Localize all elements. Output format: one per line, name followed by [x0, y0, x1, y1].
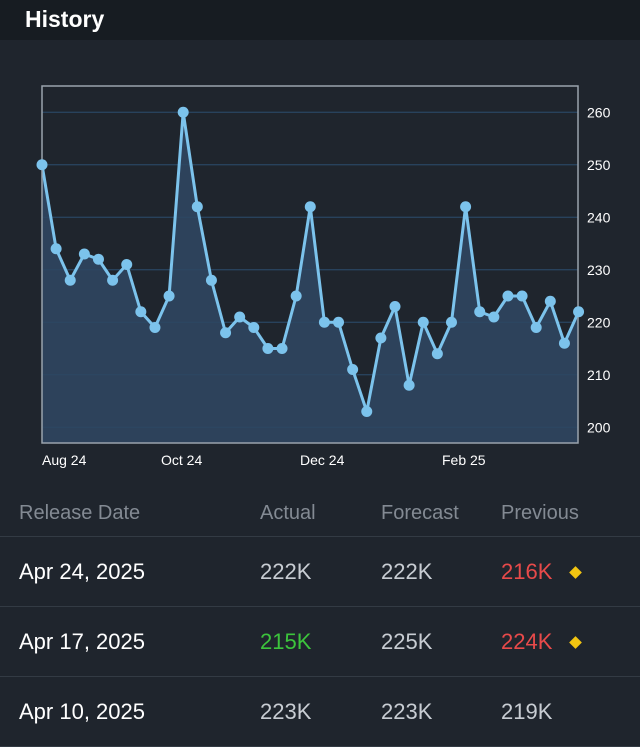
- actual-value: 223K: [260, 699, 312, 724]
- header-bar: History: [0, 0, 640, 40]
- previous-value: 219K: [501, 699, 553, 724]
- data-point: [107, 274, 119, 286]
- data-point: [530, 322, 542, 333]
- data-point: [304, 201, 316, 213]
- table-row[interactable]: Apr 17, 2025 215K 225K 224K: [0, 607, 640, 677]
- header-actual: Actual: [260, 502, 316, 524]
- actual-value: 215K: [260, 629, 312, 654]
- y-tick-label: 240: [587, 209, 611, 225]
- data-point: [431, 348, 443, 360]
- data-point: [488, 311, 500, 323]
- area-fill: [42, 112, 578, 443]
- data-point: [460, 201, 472, 213]
- data-point: [64, 274, 76, 286]
- table-header: Release Date Actual Forecast Previous: [0, 490, 640, 537]
- data-point: [403, 379, 415, 391]
- forecast-value: 222K: [381, 559, 433, 584]
- x-tick-label: Dec 24: [300, 452, 345, 468]
- data-point: [276, 343, 288, 354]
- plot-border: [41, 85, 579, 444]
- data-point: [78, 248, 90, 260]
- data-point: [417, 316, 429, 328]
- data-point: [558, 337, 570, 349]
- data-point: [502, 290, 514, 302]
- history-table: Release Date Actual Forecast Previous Ap…: [0, 490, 640, 747]
- data-point: [191, 201, 203, 213]
- data-point: [177, 106, 189, 118]
- x-tick-label: Oct 24: [161, 452, 202, 468]
- data-point: [149, 322, 161, 333]
- revised-diamond-icon: [569, 566, 582, 579]
- data-point: [248, 322, 260, 333]
- x-tick-label: Feb 25: [442, 452, 486, 468]
- data-point: [544, 295, 556, 307]
- data-point: [262, 343, 274, 354]
- y-tick-label: 250: [587, 157, 611, 173]
- chart-svg: 200 210 220 230 240 250 260 Aug 24 Oct 24 Dec 24 F…: [36, 85, 611, 468]
- header-release-date: Release Date: [19, 502, 141, 524]
- y-tick-label: 210: [587, 367, 611, 383]
- table-row[interactable]: Apr 24, 2025 222K 222K 216K: [0, 537, 640, 607]
- data-point: [205, 274, 217, 286]
- data-point: [234, 311, 246, 323]
- data-point: [474, 306, 486, 318]
- forecast-value: 225K: [381, 629, 433, 654]
- data-point: [92, 253, 104, 265]
- history-chart: 200 210 220 230 240 250 260 Aug 24 Oct 24 Dec 24 F…: [0, 40, 640, 480]
- data-point: [290, 290, 302, 302]
- page-title: History: [25, 6, 105, 32]
- y-tick-label: 220: [587, 314, 611, 330]
- y-tick-label: 260: [587, 104, 611, 120]
- x-tick-label: Aug 24: [42, 452, 87, 468]
- data-point: [573, 306, 585, 318]
- data-point: [135, 306, 147, 318]
- release-date: Apr 10, 2025: [19, 699, 145, 724]
- revised-diamond-icon: [569, 636, 582, 649]
- previous-value: 224K: [501, 629, 553, 654]
- header-forecast: Forecast: [381, 502, 459, 524]
- release-date: Apr 24, 2025: [19, 559, 145, 584]
- header-previous: Previous: [501, 502, 579, 524]
- data-point: [516, 290, 528, 302]
- data-point: [347, 364, 359, 375]
- data-point: [50, 243, 62, 255]
- forecast-value: 223K: [381, 699, 433, 724]
- data-point: [220, 327, 232, 339]
- data-point: [375, 332, 387, 344]
- data-point: [121, 259, 133, 270]
- y-tick-label: 230: [587, 262, 611, 278]
- data-point: [361, 406, 373, 417]
- actual-value: 222K: [260, 559, 312, 584]
- previous-value: 216K: [501, 559, 553, 584]
- data-point: [36, 159, 48, 171]
- release-date: Apr 17, 2025: [19, 629, 145, 654]
- data-point: [163, 290, 175, 302]
- data-point: [389, 301, 401, 312]
- data-point: [318, 316, 330, 328]
- y-tick-label: 200: [587, 419, 611, 435]
- data-point: [445, 316, 457, 328]
- data-point: [333, 316, 345, 328]
